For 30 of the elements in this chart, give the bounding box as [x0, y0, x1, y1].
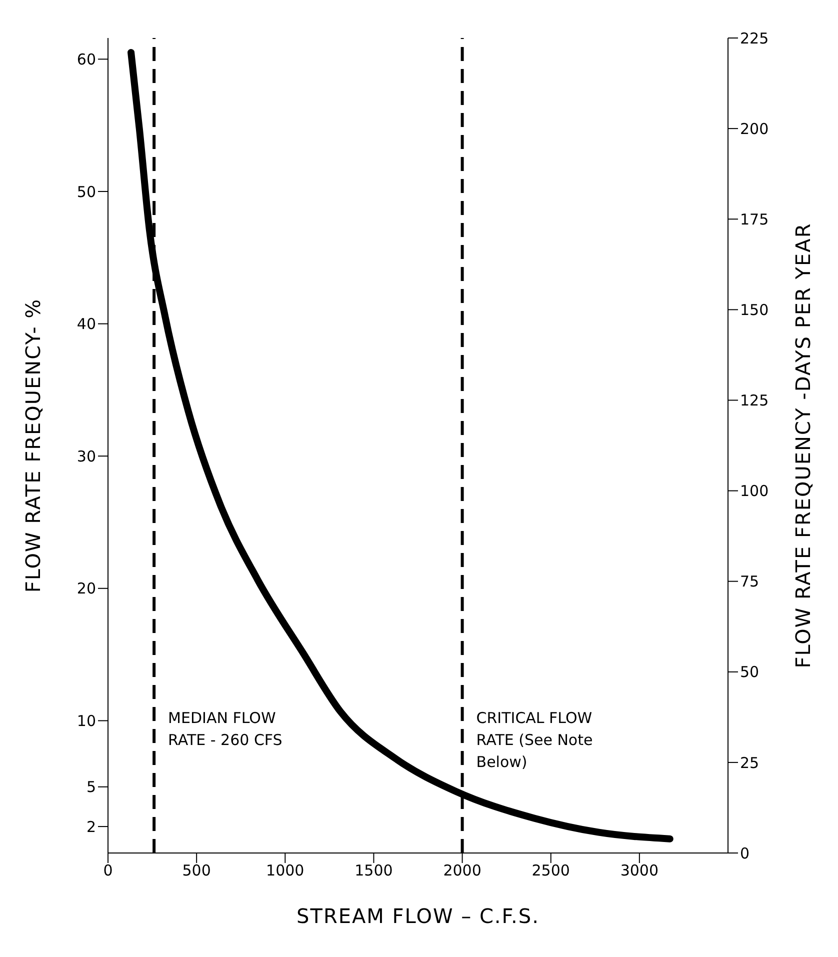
x-tick-label: 1500	[354, 862, 393, 880]
y2-tick-label: 200	[740, 120, 769, 138]
y2-axis-title: FLOW RATE FREQUENCY -DAYS PER YEAR	[791, 222, 816, 668]
y2-tick-label: 225	[740, 29, 769, 48]
y2-tick-label: 0	[740, 844, 750, 862]
x-tick-label: 1000	[266, 862, 304, 880]
ref-line-label: CRITICAL FLOW RATE (See Note Below)	[476, 709, 593, 771]
y2-tick-label: 150	[740, 300, 769, 319]
x-axis-title: STREAM FLOW – C.F.S.	[296, 904, 540, 928]
y2-tick-label: 50	[740, 663, 760, 682]
y-tick-label: 30	[76, 447, 96, 466]
y2-tick-label: 100	[740, 482, 769, 500]
y2-tick-label: 175	[740, 210, 769, 228]
y-axis-title: FLOW RATE FREQUENCY- %	[21, 298, 46, 593]
x-tick-label: 500	[182, 862, 211, 880]
ref-line-label: MEDIAN FLOW RATE - 260 CFS	[168, 709, 282, 749]
y-tick-label: 2	[86, 818, 96, 836]
y-tick-label: 50	[76, 182, 96, 201]
y-tick-label: 20	[76, 580, 96, 598]
y-tick-label: 40	[76, 315, 96, 334]
y2-tick-label: 75	[740, 572, 760, 591]
x-tick-label: 0	[103, 862, 113, 880]
x-tick-label: 2500	[532, 862, 570, 880]
y-tick-label: 5	[86, 778, 96, 796]
x-tick-label: 2000	[443, 862, 482, 880]
y-tick-label: 60	[76, 50, 96, 68]
y2-tick-label: 125	[740, 392, 769, 410]
y-tick-label: 10	[76, 712, 96, 730]
x-tick-label: 3000	[620, 862, 659, 880]
y2-tick-label: 25	[740, 754, 760, 772]
